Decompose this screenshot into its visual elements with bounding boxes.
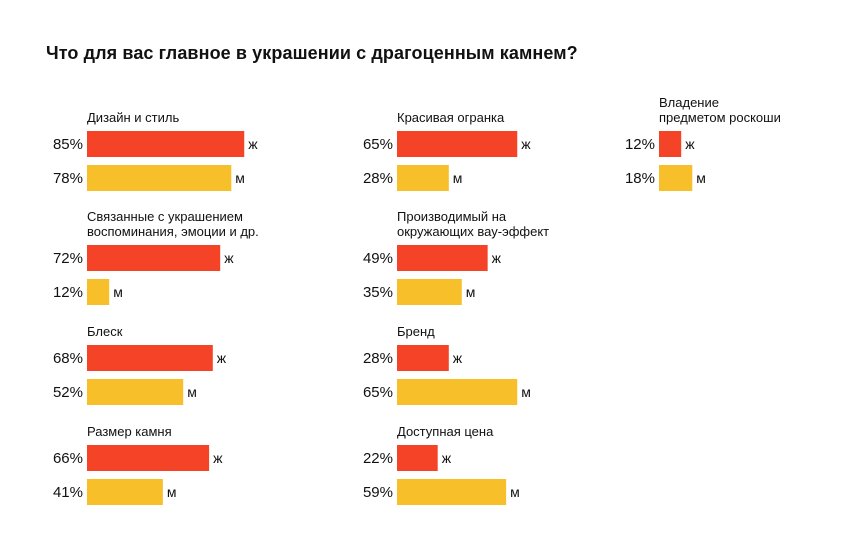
series-label-male: м [696,170,706,186]
value-label: 22% [363,450,393,467]
bar-male [397,479,507,505]
bar-female [397,131,518,157]
series-label-male: м [453,170,463,186]
series-label-female: ж [492,250,502,266]
value-label: 85% [53,136,83,153]
series-label-male: м [113,284,123,300]
bar-male [397,165,449,191]
value-label: 18% [625,170,655,187]
category-label: Производимый на [397,209,507,224]
bar-female [87,445,210,471]
value-label: 59% [363,484,393,501]
category-label: Бренд [397,324,435,339]
bar-male [397,279,462,305]
series-label-female: ж [217,350,227,366]
category-label: воспоминания, эмоции и др. [87,224,259,239]
category-label: Красивая огранка [397,110,505,125]
series-label-male: м [510,484,520,500]
category-label: Связанные с украшением [87,209,243,224]
value-label: 78% [53,170,83,187]
bar-female [397,345,449,371]
series-label-female: ж [453,350,463,366]
value-label: 12% [53,284,83,301]
category-label: предметом роскоши [659,110,781,125]
bar-female [659,131,682,157]
value-label: 41% [53,484,83,501]
chart-title: Что для вас главное в украшении с драгоц… [46,43,578,63]
value-label: 35% [363,284,393,301]
bar-male [659,165,693,191]
series-label-male: м [466,284,476,300]
value-label: 68% [53,350,83,367]
bar-female [87,245,221,271]
series-label-female: ж [224,250,234,266]
category-label: Доступная цена [397,424,494,439]
bar-female [87,345,213,371]
series-label-female: ж [442,450,452,466]
value-label: 52% [53,384,83,401]
category-label: Владение [659,95,719,110]
series-label-male: м [235,170,245,186]
bar-male [87,165,232,191]
series-label-male: м [521,384,531,400]
bar-female [397,445,438,471]
bar-male [87,279,110,305]
value-label: 66% [53,450,83,467]
bar-male [87,379,184,405]
series-label-female: ж [685,136,695,152]
bar-female [397,245,488,271]
bar-male [397,379,518,405]
series-label-male: м [167,484,177,500]
series-label-male: м [187,384,197,400]
category-label: окружающих вау-эффект [397,224,549,239]
value-label: 65% [363,384,393,401]
category-label: Размер камня [87,424,172,439]
value-label: 65% [363,136,393,153]
category-label: Блеск [87,324,123,339]
value-label: 28% [363,350,393,367]
category-label: Дизайн и стиль [87,110,179,125]
series-label-female: ж [248,136,258,152]
value-label: 12% [625,136,655,153]
series-label-female: ж [213,450,223,466]
value-label: 49% [363,250,393,267]
value-label: 72% [53,250,83,267]
bar-male [87,479,163,505]
value-label: 28% [363,170,393,187]
bar-female [87,131,245,157]
series-label-female: ж [521,136,531,152]
